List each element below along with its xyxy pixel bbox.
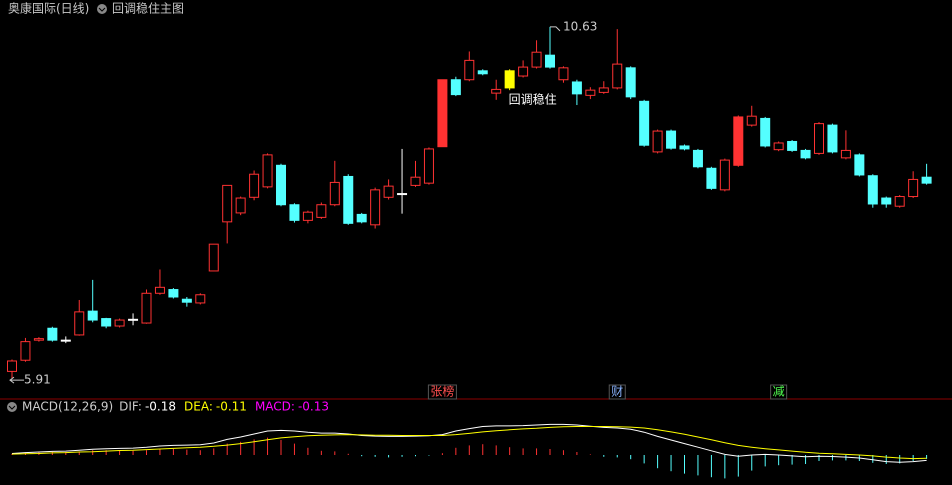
candle-body <box>773 142 784 151</box>
candle-body <box>168 289 179 298</box>
candle-body <box>598 87 609 93</box>
candle-body <box>666 130 677 149</box>
candle-body <box>181 298 192 303</box>
candle-body <box>652 130 663 153</box>
legend-name: MACD: <box>255 400 295 414</box>
high-marker-arrow <box>550 26 561 32</box>
candle-body <box>504 70 515 89</box>
candle-body <box>612 63 623 89</box>
candle-body <box>908 178 919 198</box>
candle-body <box>343 175 354 224</box>
low-marker-arrow <box>9 376 24 384</box>
macd-line <box>11 426 927 460</box>
menu-icon-arrow <box>98 7 106 12</box>
legend-value: -0.13 <box>298 400 329 414</box>
candle-body <box>289 204 300 221</box>
macd-line <box>11 423 927 463</box>
candle-body <box>625 67 636 98</box>
macd-menu-icon[interactable] <box>7 402 17 412</box>
event-box <box>770 384 788 400</box>
candle-body <box>195 294 206 304</box>
candle-body <box>114 319 125 327</box>
stock-title: 奥康国际(日线) <box>8 1 89 16</box>
candle-body <box>262 154 273 188</box>
candle-body <box>222 184 233 223</box>
candle-body <box>894 196 905 207</box>
event-label[interactable]: 财 <box>611 385 623 399</box>
candle-body <box>854 154 865 176</box>
candle-body <box>329 181 340 206</box>
candle-body <box>33 338 44 341</box>
candle-body <box>760 117 771 147</box>
candle-body <box>249 173 260 198</box>
candle-body <box>518 66 529 77</box>
candle-body <box>235 197 246 214</box>
candle-body <box>881 197 892 205</box>
candle-body <box>827 124 838 153</box>
candle-body <box>101 318 112 327</box>
candle-body <box>410 176 421 186</box>
candle-body <box>840 149 851 159</box>
candle-body <box>450 79 461 96</box>
candle-body <box>692 149 703 168</box>
candle-body <box>545 54 555 68</box>
candle-body <box>7 360 17 372</box>
candle-body <box>558 67 569 81</box>
candle-body <box>128 318 139 321</box>
event-label[interactable]: 减 <box>773 385 785 399</box>
candle-body <box>60 339 71 342</box>
candle-body <box>464 59 475 81</box>
candle-body <box>867 175 878 205</box>
candle-body <box>20 341 31 361</box>
legend-value: -0.18 <box>145 400 176 414</box>
candle-body <box>531 51 542 68</box>
candle-body <box>47 327 58 341</box>
candle-body <box>733 116 744 166</box>
candle-body <box>316 204 327 218</box>
legend-name: DIF: <box>119 400 142 414</box>
candle-body <box>746 115 757 126</box>
candle-body <box>208 243 219 272</box>
legend-name: DEA: <box>184 400 213 414</box>
macd-menu-icon-arrow <box>8 405 16 410</box>
candle-body <box>571 81 582 95</box>
candle-body <box>154 286 165 294</box>
candle-body <box>74 311 85 336</box>
candle-body <box>585 89 596 96</box>
candle-body <box>302 211 313 221</box>
candle-body <box>921 176 932 184</box>
indicator-name[interactable]: 回调稳住主图 <box>112 1 184 16</box>
candle-body <box>719 159 730 191</box>
candle-body <box>706 167 717 189</box>
candle-body <box>639 100 650 146</box>
legend-value: -0.11 <box>216 400 247 414</box>
high-marker-label: 10.63 <box>563 19 597 33</box>
event-box <box>608 384 626 400</box>
event-label[interactable]: 张榜 <box>430 384 454 399</box>
candle-body <box>423 148 434 184</box>
event-box <box>427 384 457 400</box>
macd-title: MACD(12,26,9) <box>22 400 113 414</box>
candle-body <box>800 149 811 159</box>
candle-body <box>141 292 152 324</box>
candle-body <box>370 189 381 226</box>
candle-body <box>356 213 367 223</box>
candle-body <box>383 185 394 198</box>
candle-body <box>437 79 448 148</box>
candle-body <box>477 70 488 75</box>
menu-icon[interactable] <box>97 4 107 14</box>
candle-body <box>787 140 798 151</box>
candle-body <box>491 88 502 94</box>
candle-body <box>276 164 286 206</box>
candle-body <box>87 310 98 321</box>
low-marker-label: 5.91 <box>24 373 51 387</box>
candle-body <box>814 123 824 154</box>
candle-body <box>397 193 408 196</box>
candle-body <box>679 145 690 150</box>
signal-label: 回调稳住 <box>509 92 557 107</box>
